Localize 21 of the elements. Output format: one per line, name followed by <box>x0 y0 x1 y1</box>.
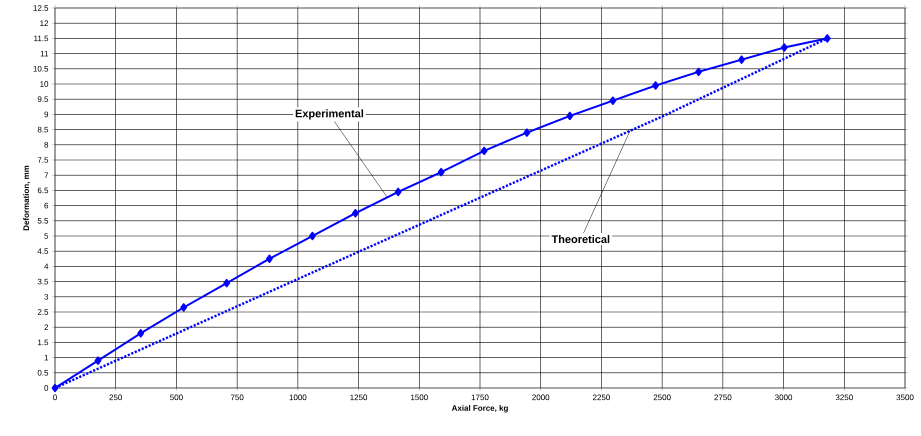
point <box>352 208 359 218</box>
point <box>738 55 745 64</box>
point <box>94 356 102 365</box>
point <box>266 254 273 263</box>
point <box>394 188 402 196</box>
point <box>480 146 488 156</box>
point <box>523 128 530 137</box>
point <box>780 43 788 52</box>
point <box>652 81 659 90</box>
point <box>137 329 144 338</box>
annotation: Experimental <box>296 109 364 120</box>
point <box>438 168 445 176</box>
point <box>309 232 316 240</box>
point <box>609 96 616 105</box>
point <box>695 68 702 76</box>
point <box>180 303 188 312</box>
point <box>52 384 58 392</box>
point <box>566 112 574 120</box>
point <box>824 34 831 43</box>
annotation: Theoretical <box>552 235 610 244</box>
point <box>223 278 230 288</box>
